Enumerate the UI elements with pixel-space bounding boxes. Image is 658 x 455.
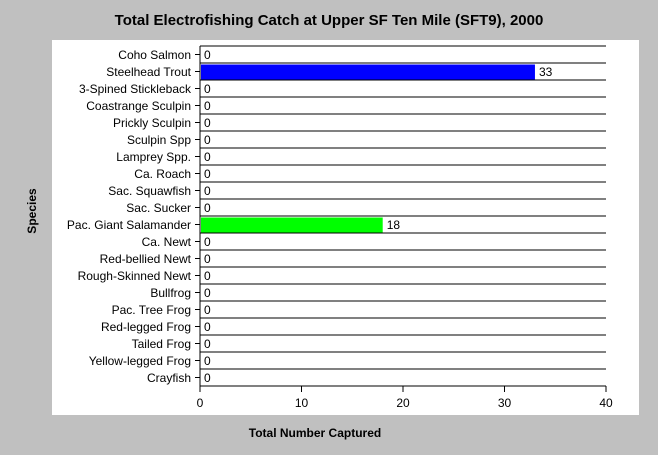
bar bbox=[201, 217, 383, 233]
value-label: 0 bbox=[204, 320, 211, 334]
category-label: Crayfish bbox=[147, 371, 191, 385]
x-tick-label: 30 bbox=[498, 396, 512, 410]
value-label: 0 bbox=[204, 286, 211, 300]
value-label: 0 bbox=[204, 184, 211, 198]
value-label: 0 bbox=[204, 116, 211, 130]
value-label: 0 bbox=[204, 303, 211, 317]
value-label: 33 bbox=[539, 65, 553, 79]
category-label: Red-bellied Newt bbox=[100, 252, 192, 266]
value-label: 0 bbox=[204, 133, 211, 147]
value-label: 0 bbox=[204, 48, 211, 62]
value-label: 0 bbox=[204, 354, 211, 368]
value-label: 0 bbox=[204, 337, 211, 351]
category-label: Coho Salmon bbox=[118, 48, 191, 62]
category-label: Ca. Newt bbox=[142, 235, 192, 249]
value-label: 0 bbox=[204, 201, 211, 215]
category-label: Bullfrog bbox=[150, 286, 191, 300]
category-label: Red-legged Frog bbox=[101, 320, 191, 334]
category-label: Coastrange Sculpin bbox=[86, 99, 191, 113]
category-label: Rough-Skinned Newt bbox=[78, 269, 192, 283]
value-label: 0 bbox=[204, 150, 211, 164]
category-label: Tailed Frog bbox=[132, 337, 191, 351]
value-label: 0 bbox=[204, 82, 211, 96]
category-label: Sac. Squawfish bbox=[108, 184, 191, 198]
category-label: Ca. Roach bbox=[134, 167, 191, 181]
value-label: 0 bbox=[204, 99, 211, 113]
x-tick-label: 0 bbox=[197, 396, 204, 410]
y-axis-label: Species bbox=[25, 188, 39, 234]
category-label: Yellow-legged Frog bbox=[89, 354, 191, 368]
category-label: Steelhead Trout bbox=[106, 65, 191, 79]
chart-title: Total Electrofishing Catch at Upper SF T… bbox=[114, 12, 544, 29]
category-label: 3-Spined Stickleback bbox=[79, 82, 192, 96]
x-tick-label: 40 bbox=[599, 396, 613, 410]
category-label: Sculpin Spp bbox=[127, 133, 191, 147]
value-label: 0 bbox=[204, 269, 211, 283]
category-label: Pac. Giant Salamander bbox=[67, 218, 191, 232]
x-tick-label: 10 bbox=[295, 396, 309, 410]
value-label: 0 bbox=[204, 371, 211, 385]
value-label: 0 bbox=[204, 167, 211, 181]
value-label: 0 bbox=[204, 235, 211, 249]
x-tick-label: 20 bbox=[396, 396, 410, 410]
category-label: Sac. Sucker bbox=[126, 201, 191, 215]
x-axis-label: Total Number Captured bbox=[248, 426, 382, 440]
value-label: 18 bbox=[387, 218, 401, 232]
category-label: Lamprey Spp. bbox=[116, 150, 191, 164]
category-label: Pac. Tree Frog bbox=[112, 303, 191, 317]
category-label: Prickly Sculpin bbox=[113, 116, 191, 130]
bar bbox=[201, 64, 535, 80]
value-label: 0 bbox=[204, 252, 211, 266]
